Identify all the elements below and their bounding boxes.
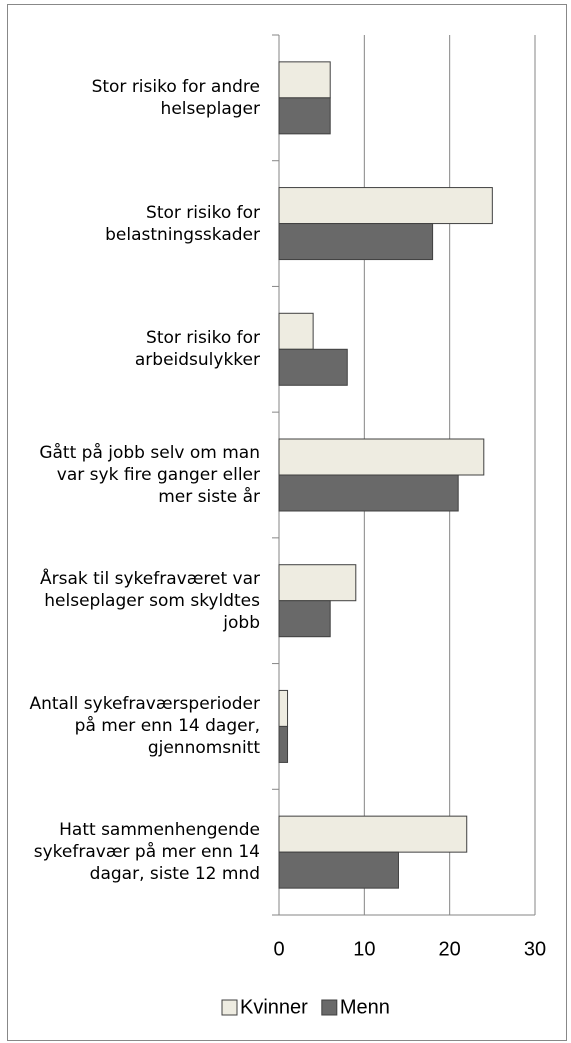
bar xyxy=(278,815,468,853)
y-tick-label: Antall sykefraværsperioder på mer enn 14… xyxy=(29,694,260,759)
bar xyxy=(278,851,399,889)
bar xyxy=(278,600,331,638)
category-label-box: Hatt sammenhengende sykefravær på mer en… xyxy=(33,820,260,885)
y-tick-label: Stor risiko for arbeidsulykker xyxy=(134,328,260,371)
category-label-box: Stor risiko for andre helseplager xyxy=(91,76,260,119)
category-label-box: Stor risiko for belastningsskader xyxy=(105,202,260,245)
legend-swatch xyxy=(321,999,338,1016)
category-label-box: Årsak til sykefraværet var helseplager s… xyxy=(39,568,260,633)
bar xyxy=(278,474,459,512)
category-label-box: Gått på jobb selv om man var syk fire ga… xyxy=(39,442,260,507)
legend-label: Menn xyxy=(340,996,390,1018)
y-tick-label: Gått på jobb selv om man var syk fire ga… xyxy=(39,442,260,507)
x-tick-label: 30 xyxy=(524,938,546,960)
x-tick-label: 0 xyxy=(273,938,284,960)
y-tick-label: Stor risiko for andre helseplager xyxy=(91,76,260,119)
bar xyxy=(278,564,357,602)
legend-label: Kvinner xyxy=(240,996,308,1018)
bar xyxy=(278,725,289,763)
y-tick-label: Hatt sammenhengende sykefravær på mer en… xyxy=(33,820,260,885)
legend-swatch xyxy=(221,999,238,1016)
y-tick-label: Stor risiko for belastningsskader xyxy=(105,202,260,245)
category-label-box: Stor risiko for arbeidsulykker xyxy=(134,328,260,371)
bar xyxy=(278,61,331,99)
bar xyxy=(278,187,493,225)
bar xyxy=(278,348,348,386)
bar xyxy=(278,438,485,476)
bar xyxy=(278,97,331,135)
y-tick-label: Årsak til sykefraværet var helseplager s… xyxy=(39,568,260,633)
bar xyxy=(278,312,314,350)
x-tick-label: 10 xyxy=(353,938,375,960)
x-tick-label: 20 xyxy=(439,938,461,960)
category-label-box: Antall sykefraværsperioder på mer enn 14… xyxy=(29,694,260,759)
bar xyxy=(278,689,289,727)
bar xyxy=(278,223,434,261)
